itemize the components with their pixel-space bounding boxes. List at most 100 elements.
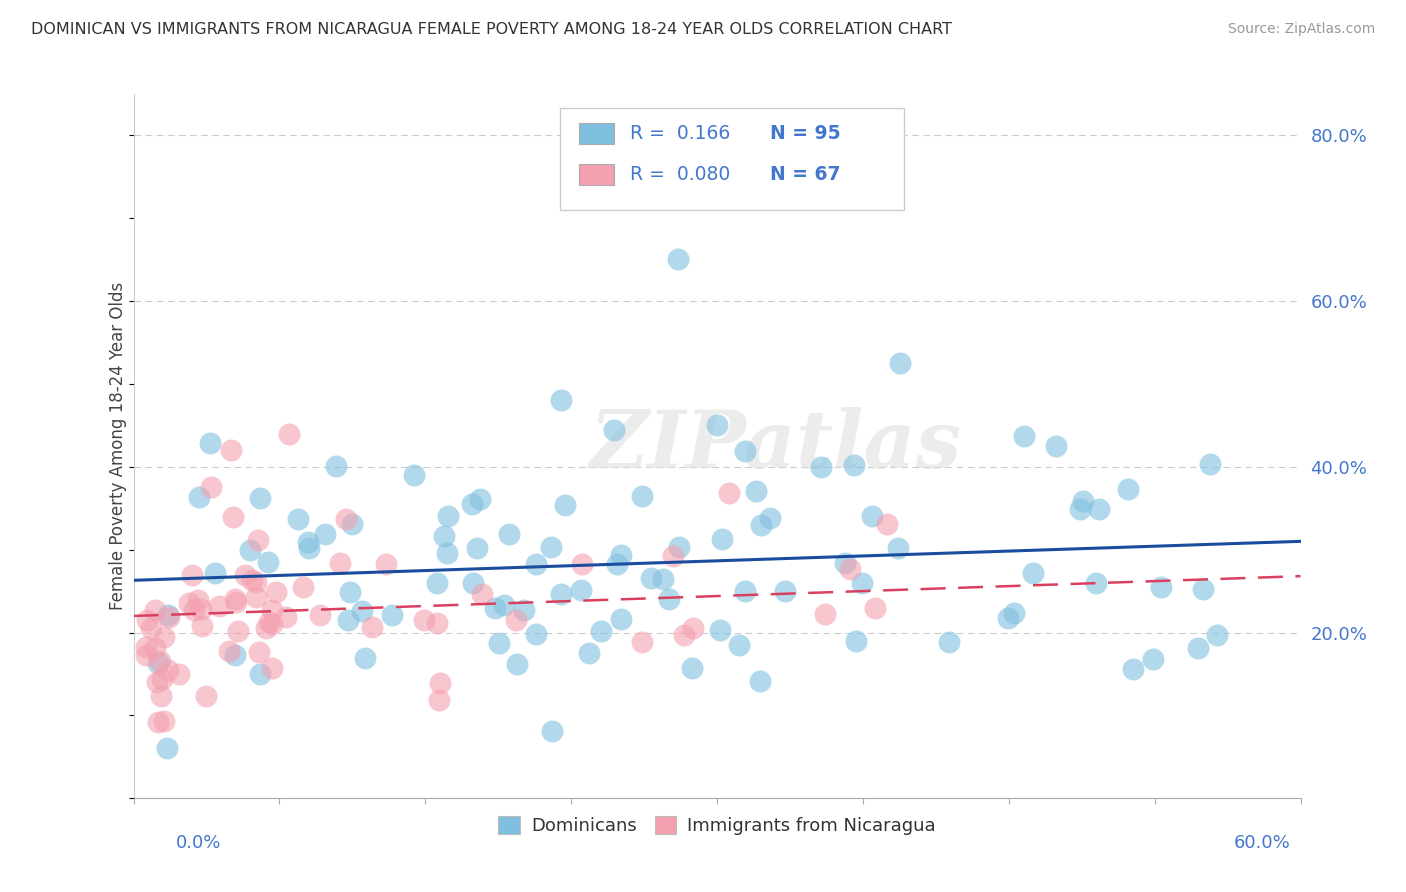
Point <box>652 572 675 586</box>
Point <box>150 672 173 686</box>
Point <box>889 356 911 370</box>
FancyBboxPatch shape <box>579 123 614 145</box>
Point <box>571 558 593 572</box>
Point <box>997 611 1019 625</box>
Point <box>814 607 837 622</box>
Point <box>668 540 690 554</box>
Point <box>640 571 662 585</box>
Point <box>759 511 782 525</box>
Point <box>845 634 868 648</box>
Point <box>471 587 494 601</box>
Point <box>156 663 179 677</box>
Point <box>1187 640 1209 655</box>
Point <box>748 674 770 689</box>
Point <box>834 556 856 570</box>
Point <box>145 640 167 655</box>
Point <box>157 607 180 622</box>
Point <box>465 541 488 555</box>
Point <box>589 624 612 638</box>
Point <box>352 604 374 618</box>
Point <box>810 459 832 474</box>
Point <box>148 656 170 670</box>
Point <box>329 556 352 570</box>
Point <box>218 644 240 658</box>
Point <box>666 252 689 267</box>
Point <box>1142 652 1164 666</box>
Text: Source: ZipAtlas.com: Source: ZipAtlas.com <box>1227 22 1375 37</box>
Point <box>512 603 534 617</box>
Point <box>603 423 626 437</box>
Point <box>219 443 242 458</box>
Point <box>773 584 796 599</box>
Legend: Dominicans, Immigrants from Nicaragua: Dominicans, Immigrants from Nicaragua <box>491 808 943 842</box>
Point <box>153 630 176 644</box>
Point <box>257 555 280 569</box>
Point <box>550 587 572 601</box>
Point <box>181 567 204 582</box>
Point <box>554 498 576 512</box>
Point <box>233 567 256 582</box>
Point <box>254 621 277 635</box>
Point <box>224 591 246 606</box>
Point <box>187 490 209 504</box>
Point <box>339 584 361 599</box>
Point <box>569 582 592 597</box>
Point <box>745 483 768 498</box>
Point <box>461 576 484 591</box>
Point <box>610 548 633 562</box>
Point <box>157 609 180 624</box>
Point <box>876 516 898 531</box>
Point <box>1002 606 1025 620</box>
Point <box>860 509 883 524</box>
Point <box>146 674 169 689</box>
Point <box>461 497 484 511</box>
Point <box>240 573 263 587</box>
Point <box>239 542 262 557</box>
Text: DOMINICAN VS IMMIGRANTS FROM NICARAGUA FEMALE POVERTY AMONG 18-24 YEAR OLDS CORR: DOMINICAN VS IMMIGRANTS FROM NICARAGUA F… <box>31 22 952 37</box>
Point <box>179 596 201 610</box>
Point <box>222 510 245 524</box>
Point <box>183 603 205 617</box>
Point <box>727 638 749 652</box>
Point <box>325 458 347 473</box>
Point <box>156 740 179 755</box>
Point <box>249 666 271 681</box>
Point <box>262 603 284 617</box>
Point <box>540 540 562 554</box>
Point <box>863 601 886 615</box>
Point <box>468 491 491 506</box>
Point <box>247 533 270 547</box>
Point <box>838 562 860 576</box>
Text: ZIPatlas: ZIPatlas <box>589 408 962 484</box>
Point <box>718 486 741 500</box>
Point <box>139 621 162 635</box>
Point <box>631 635 654 649</box>
Point <box>259 615 281 629</box>
Point <box>375 557 398 571</box>
Point <box>550 393 572 408</box>
Point <box>1122 662 1144 676</box>
Point <box>492 599 515 613</box>
Point <box>245 590 267 604</box>
Point <box>426 575 449 590</box>
Point <box>297 541 319 555</box>
Point <box>204 566 226 581</box>
Point <box>630 489 652 503</box>
Point <box>610 612 633 626</box>
Point <box>276 610 298 624</box>
Point <box>1045 439 1067 453</box>
Point <box>851 575 873 590</box>
Point <box>505 613 527 627</box>
Point <box>842 458 865 473</box>
Point <box>1206 628 1229 642</box>
Point <box>342 516 364 531</box>
Point <box>190 602 212 616</box>
FancyBboxPatch shape <box>579 164 614 186</box>
Point <box>488 636 510 650</box>
Point <box>1022 566 1045 580</box>
Point <box>335 511 357 525</box>
FancyBboxPatch shape <box>560 108 904 210</box>
Point <box>200 480 222 494</box>
Point <box>194 689 217 703</box>
Point <box>143 603 166 617</box>
